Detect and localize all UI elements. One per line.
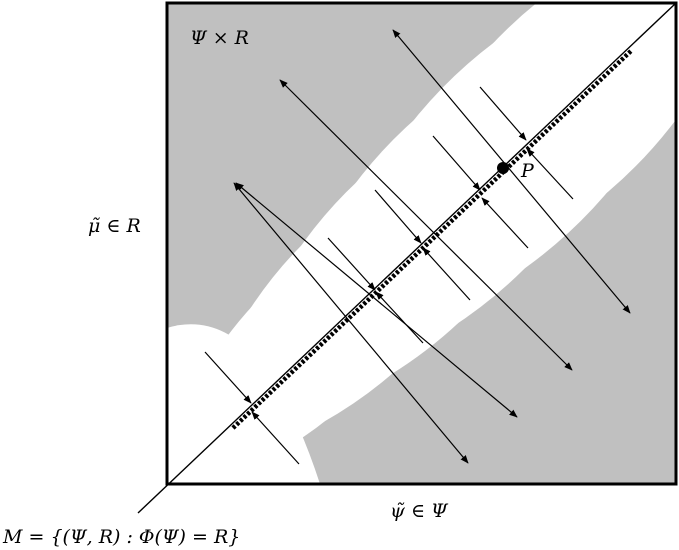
inward-arrow: [204, 351, 252, 404]
inward-arrow: [526, 148, 574, 200]
inward-arrow: [375, 291, 424, 344]
transverse-arrows: [204, 29, 631, 465]
inward-arrow: [251, 411, 300, 465]
vertical-axis-label: μ̃ ∈ R: [88, 215, 141, 237]
manifold-label: M = {(Ψ, R) : Φ(Ψ) = R}: [2, 526, 240, 548]
inward-arrow: [479, 86, 527, 141]
inward-arrow: [432, 135, 481, 191]
inward-arrow: [327, 237, 376, 291]
inward-arrow: [374, 189, 422, 244]
inward-arrow: [481, 197, 529, 249]
inward-arrow: [422, 247, 471, 301]
double-arrow: [233, 182, 469, 464]
point-p-marker: [497, 162, 509, 174]
horizontal-axis-label: ψ̃ ∈ Ψ: [390, 500, 449, 522]
product-space-frame: [165, 1, 678, 486]
space-label: Ψ × R: [190, 27, 249, 49]
point-p-label: P: [520, 160, 535, 182]
